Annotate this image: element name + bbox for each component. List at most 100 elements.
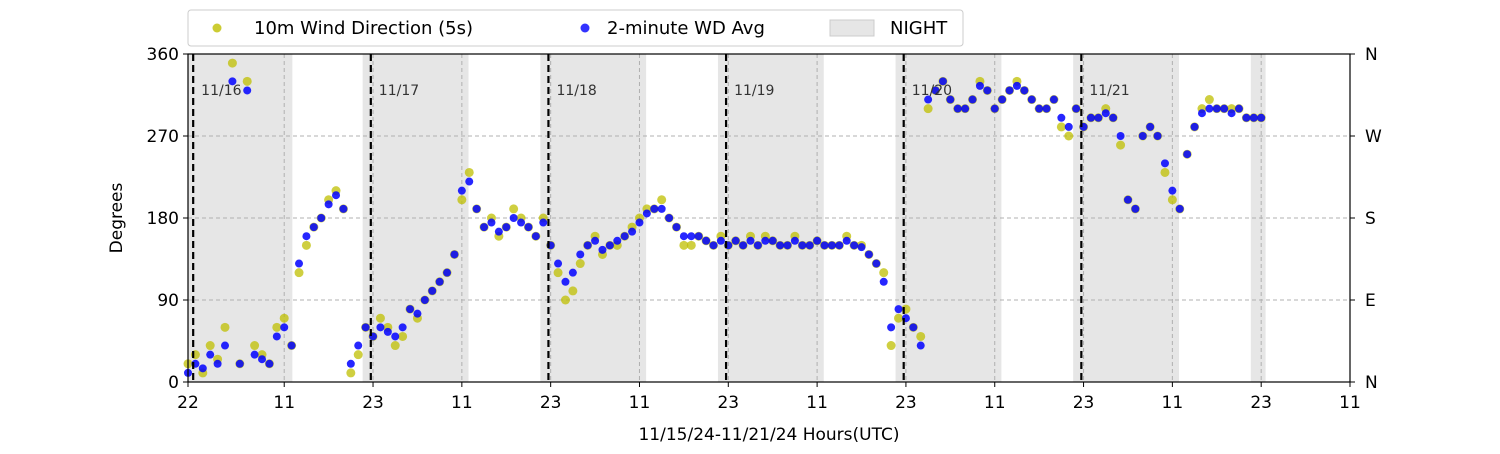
avg-wd-point — [776, 241, 785, 250]
avg-wd-point — [487, 218, 496, 227]
avg-wd-point — [576, 250, 585, 259]
day-label: 11/16 — [201, 83, 241, 99]
avg-wd-point — [650, 204, 659, 213]
avg-wd-point — [1123, 195, 1132, 204]
avg-wd-point — [346, 359, 355, 368]
avg-wd-point — [539, 218, 548, 227]
avg-wd-point — [1131, 204, 1140, 213]
avg-wd-point — [465, 177, 474, 186]
avg-wd-point — [554, 259, 563, 268]
y-tick-label: 0 — [168, 373, 179, 393]
wind-dir-point — [923, 104, 933, 114]
avg-wd-point — [332, 191, 341, 200]
avg-wd-point — [568, 268, 577, 277]
avg-wd-point — [620, 232, 629, 241]
avg-wd-point — [1049, 95, 1058, 104]
avg-wd-point — [1183, 150, 1192, 159]
avg-wd-point — [924, 95, 933, 104]
avg-wd-point — [1027, 95, 1036, 104]
x-axis-label: 11/15/24-11/21/24 Hours(UTC) — [638, 425, 899, 445]
wind-dir-point — [686, 240, 696, 250]
wind-dir-point — [553, 268, 563, 278]
avg-wd-point — [672, 223, 681, 232]
wind-dir-point — [657, 195, 667, 205]
avg-wd-point — [857, 243, 866, 252]
avg-wd-point — [243, 86, 252, 95]
avg-wd-point — [406, 305, 415, 314]
legend-frame — [187, 9, 964, 47]
avg-wd-point — [206, 350, 215, 359]
avg-wd-point — [398, 323, 407, 332]
avg-wd-point — [768, 236, 777, 245]
avg-wd-point — [961, 104, 970, 113]
avg-wd-point — [1242, 113, 1251, 122]
wind-dir-point — [1160, 167, 1170, 177]
avg-wd-point — [295, 259, 304, 268]
x-tick-label: 11 — [451, 393, 473, 413]
x-tick-label: 22 — [177, 393, 199, 413]
avg-wd-point — [746, 236, 755, 245]
avg-wd-point — [591, 236, 600, 245]
avg-wd-point — [1005, 86, 1014, 95]
avg-wd-point — [235, 359, 244, 368]
avg-wd-point — [1094, 113, 1103, 122]
legend-label: 10m Wind Direction (5s) — [254, 18, 473, 39]
avg-wd-point — [517, 218, 526, 227]
wind-dir-point — [1056, 122, 1066, 132]
avg-wd-point — [250, 350, 259, 359]
day-lines: 11/16 11/17 11/18 11/19 11/20 11/21 — [192, 54, 1130, 382]
legend-label: NIGHT — [890, 18, 948, 39]
avg-wd-point — [339, 204, 348, 213]
legend: 10m Wind Direction (5s) 2-minute WD Avg NI… — [187, 9, 964, 47]
avg-wd-point — [813, 236, 822, 245]
y-tick-label: 90 — [157, 291, 179, 311]
avg-wd-point — [864, 250, 873, 259]
avg-wd-point — [1072, 104, 1081, 113]
wind-dir-point — [272, 322, 282, 332]
avg-wd-point — [280, 323, 289, 332]
wind-dir-point — [205, 341, 215, 351]
avg-wd-point — [1012, 81, 1021, 90]
wind-dir-point — [398, 331, 408, 341]
avg-wd-point — [1168, 186, 1177, 195]
x-tick-label: 23 — [362, 393, 384, 413]
avg-wd-point — [450, 250, 459, 259]
x-tick-label: 23 — [1073, 393, 1095, 413]
y-tick-label: 270 — [147, 127, 179, 147]
avg-wd-point — [1020, 86, 1029, 95]
y-axis-ticks: 0 90 180 270 360 — [147, 45, 188, 393]
avg-wd-point — [258, 355, 267, 364]
avg-wd-point — [1212, 104, 1221, 113]
day-label: 11/17 — [379, 83, 419, 99]
avg-wd-point — [709, 241, 718, 250]
avg-wd-point — [1146, 122, 1155, 131]
avg-wd-point — [687, 232, 696, 241]
avg-wd-point — [1257, 113, 1266, 122]
avg-wd-point — [790, 236, 799, 245]
wind-dir-point — [227, 58, 237, 68]
wind-dir-point — [301, 240, 311, 250]
wind-dir-point — [294, 268, 304, 278]
avg-wd-point — [502, 223, 511, 232]
wind-dir-point — [250, 341, 260, 351]
avg-wd-point — [272, 332, 281, 341]
avg-wd-point — [842, 236, 851, 245]
avg-wd-point — [265, 359, 274, 368]
avg-wd-point — [931, 86, 940, 95]
avg-wd-point — [694, 232, 703, 241]
wind-dir-point — [457, 195, 467, 205]
wind-dir-point — [220, 322, 230, 332]
y2-axis-ticks: N E S W N — [1350, 45, 1382, 393]
y2-tick-label: W — [1365, 127, 1382, 147]
avg-wd-point — [324, 200, 333, 209]
avg-wd-point — [420, 296, 429, 304]
avg-wd-point — [1227, 109, 1236, 118]
avg-wd-point — [287, 341, 296, 350]
avg-wd-point — [642, 209, 651, 218]
wind-dir-point — [1204, 95, 1214, 105]
avg-wd-point — [887, 323, 896, 332]
avg-wd-point — [1086, 113, 1095, 122]
avg-wd-point — [1101, 109, 1110, 118]
